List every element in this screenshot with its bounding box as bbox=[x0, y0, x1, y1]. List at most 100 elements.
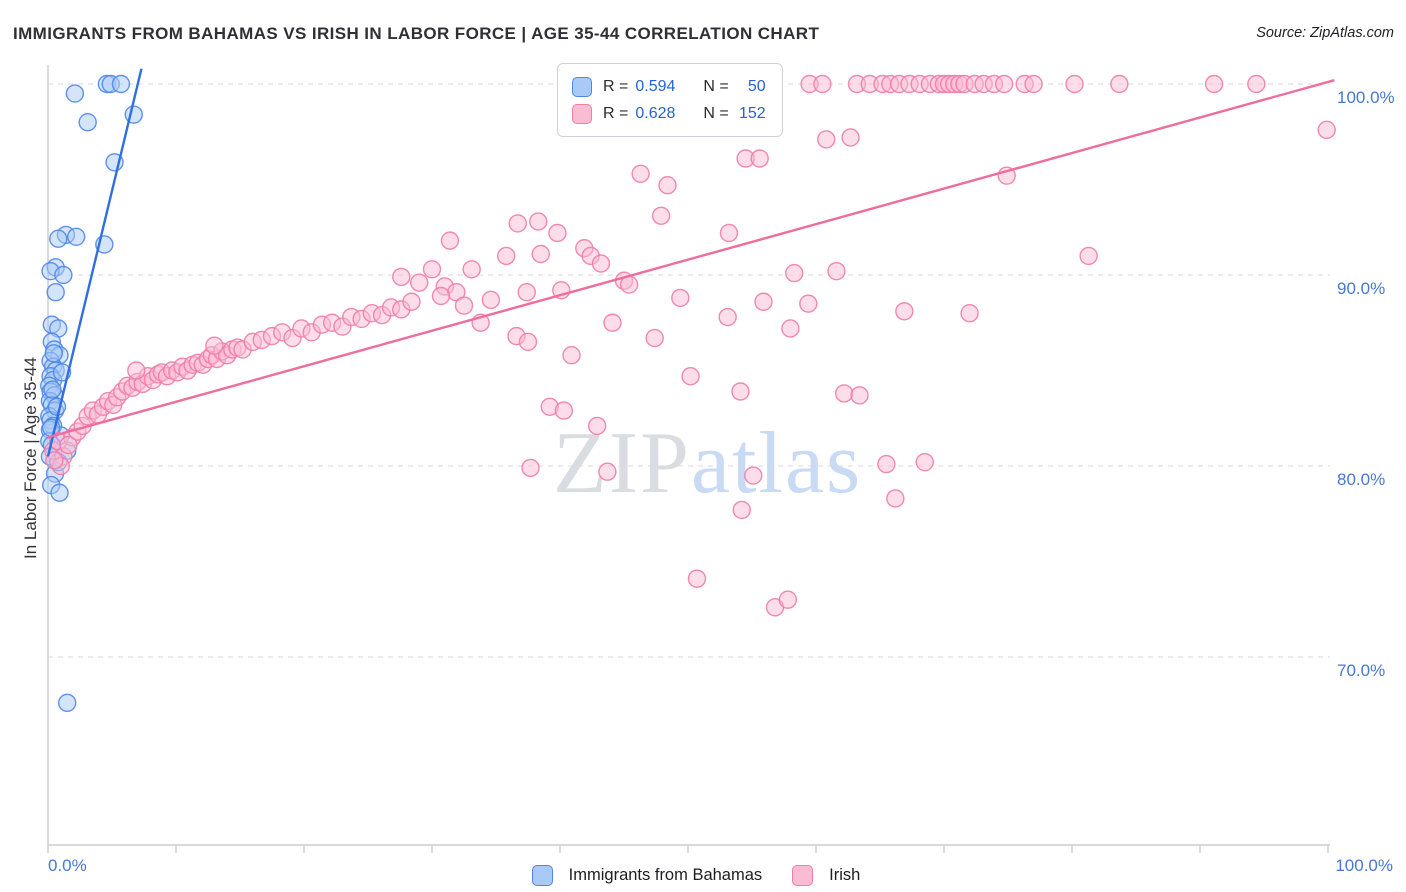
scatter-point-irish bbox=[645, 328, 664, 348]
scatter-point-irish bbox=[781, 319, 800, 338]
scatter-point-irish bbox=[205, 336, 224, 355]
n-value-bahamas: 50 bbox=[747, 77, 766, 95]
scatter-point-irish bbox=[454, 296, 474, 315]
scatter-point-bahamas bbox=[47, 397, 67, 416]
scatter-point-irish bbox=[731, 382, 750, 401]
watermark-atlas: atlas bbox=[691, 415, 863, 512]
scatter-point-bahamas bbox=[111, 74, 131, 94]
scatter-point-irish bbox=[410, 273, 429, 292]
scatter-point-bahamas bbox=[44, 344, 63, 363]
scatter-point-bahamas bbox=[46, 282, 65, 302]
r-label: R = bbox=[603, 104, 629, 122]
scatter-point-irish bbox=[1317, 120, 1336, 140]
scatter-point-irish bbox=[508, 214, 527, 233]
scatter-point-bahamas bbox=[65, 84, 85, 103]
n-value-irish: 152 bbox=[738, 104, 766, 122]
scatter-point-irish bbox=[754, 292, 773, 311]
scatter-point-irish bbox=[1204, 74, 1224, 94]
y-tick-label: 90.0% bbox=[1337, 279, 1385, 298]
irish-legend-label: Irish bbox=[829, 866, 861, 884]
scatter-point-irish bbox=[462, 260, 481, 279]
scatter-point-irish bbox=[402, 292, 421, 311]
bahamas-swatch bbox=[572, 76, 592, 97]
scatter-point-irish bbox=[392, 267, 411, 287]
scatter-point-bahamas bbox=[66, 227, 86, 247]
legend-row-bahamas: R = 0.594 N = 50 bbox=[572, 73, 766, 100]
scatter-point-irish bbox=[554, 401, 574, 420]
scatter-point-irish bbox=[895, 302, 914, 321]
trend-line-bahamas bbox=[46, 68, 143, 457]
y-tick-label: 70.0% bbox=[1337, 661, 1385, 680]
scatter-point-bahamas bbox=[50, 483, 69, 502]
scatter-point-irish bbox=[651, 206, 671, 225]
source-label: Source: ZipAtlas.com bbox=[1256, 25, 1394, 41]
scatter-point-irish bbox=[834, 384, 854, 403]
scatter-point-irish bbox=[841, 128, 860, 147]
y-tick-label: 80.0% bbox=[1337, 470, 1385, 489]
scatter-point-irish bbox=[1110, 74, 1129, 94]
scatter-point-irish bbox=[915, 452, 934, 472]
scatter-point-irish bbox=[799, 294, 818, 313]
scatter-point-irish bbox=[718, 307, 737, 327]
scatter-point-bahamas bbox=[54, 265, 73, 285]
scatter-point-irish bbox=[440, 231, 460, 250]
bahamas-legend-label: Immigrants from Bahamas bbox=[568, 866, 763, 884]
trend-line-irish bbox=[47, 79, 1335, 439]
n-label: N = bbox=[703, 77, 729, 95]
scatter-point-irish bbox=[681, 367, 700, 386]
scatter-point-irish bbox=[687, 569, 707, 588]
scatter-point-irish bbox=[127, 361, 146, 380]
legend-row-irish: R = 0.628 N = 152 bbox=[572, 100, 766, 127]
scatter-point-irish bbox=[518, 332, 538, 352]
scatter-point-irish bbox=[960, 304, 979, 323]
scatter-point-irish bbox=[587, 416, 607, 436]
x-axis-label: 0.0% bbox=[48, 856, 87, 875]
scatter-point-irish bbox=[817, 130, 836, 149]
scatter-point-irish bbox=[598, 462, 617, 481]
scatter-point-irish bbox=[1079, 246, 1098, 266]
scatter-point-irish bbox=[719, 223, 739, 243]
irish-legend-swatch bbox=[792, 865, 814, 886]
x-axis-label: 100.0% bbox=[1335, 856, 1393, 875]
scatter-point-irish bbox=[562, 346, 581, 365]
scatter-point-bahamas bbox=[49, 229, 68, 248]
r-label: R = bbox=[603, 77, 629, 95]
r-value-bahamas: 0.594 bbox=[635, 77, 676, 95]
scatter-point-irish bbox=[431, 286, 451, 306]
scatter-point-irish bbox=[1065, 74, 1084, 94]
scatter-point-irish bbox=[785, 263, 804, 283]
scatter-point-irish bbox=[994, 74, 1014, 94]
scatter-point-irish bbox=[603, 313, 622, 332]
scatter-point-bahamas bbox=[78, 112, 97, 132]
scatter-point-irish bbox=[732, 500, 751, 520]
watermark: ZIPatlas bbox=[553, 420, 862, 508]
scatter-point-irish bbox=[497, 246, 516, 266]
scatter-point-bahamas bbox=[43, 380, 62, 399]
scatter-point-irish bbox=[45, 451, 64, 470]
bottom-legend: Immigrants from Bahamas Irish bbox=[0, 865, 1406, 886]
scatter-point-irish bbox=[1247, 74, 1266, 94]
legend-box: R = 0.594 N = 50 R = 0.628 N = 152 bbox=[557, 63, 783, 137]
scatter-point-irish bbox=[531, 244, 550, 264]
scatter-point-irish bbox=[850, 386, 869, 405]
scatter-point-irish bbox=[631, 164, 650, 183]
scatter-point-irish bbox=[877, 454, 896, 474]
scatter-point-irish bbox=[658, 176, 677, 195]
y-axis-title: In Labor Force | Age 35-44 bbox=[21, 357, 40, 559]
scatter-point-irish bbox=[886, 489, 905, 508]
chart-title: IMMIGRANTS FROM BAHAMAS VS IRISH IN LABO… bbox=[13, 24, 820, 43]
scatter-point-irish bbox=[750, 149, 769, 168]
scatter-point-irish bbox=[813, 74, 832, 94]
scatter-point-irish bbox=[1024, 74, 1043, 94]
scatter-point-irish bbox=[517, 282, 536, 302]
scatter-point-irish bbox=[827, 261, 846, 281]
scatter-point-irish bbox=[548, 223, 567, 243]
scatter-point-irish bbox=[744, 466, 763, 485]
y-tick-label: 100.0% bbox=[1337, 88, 1395, 107]
scatter-point-irish bbox=[422, 260, 442, 279]
bahamas-legend-swatch bbox=[531, 865, 553, 886]
scatter-point-irish bbox=[529, 212, 548, 231]
watermark-zip: ZIP bbox=[553, 415, 691, 512]
n-label: N = bbox=[703, 104, 729, 122]
